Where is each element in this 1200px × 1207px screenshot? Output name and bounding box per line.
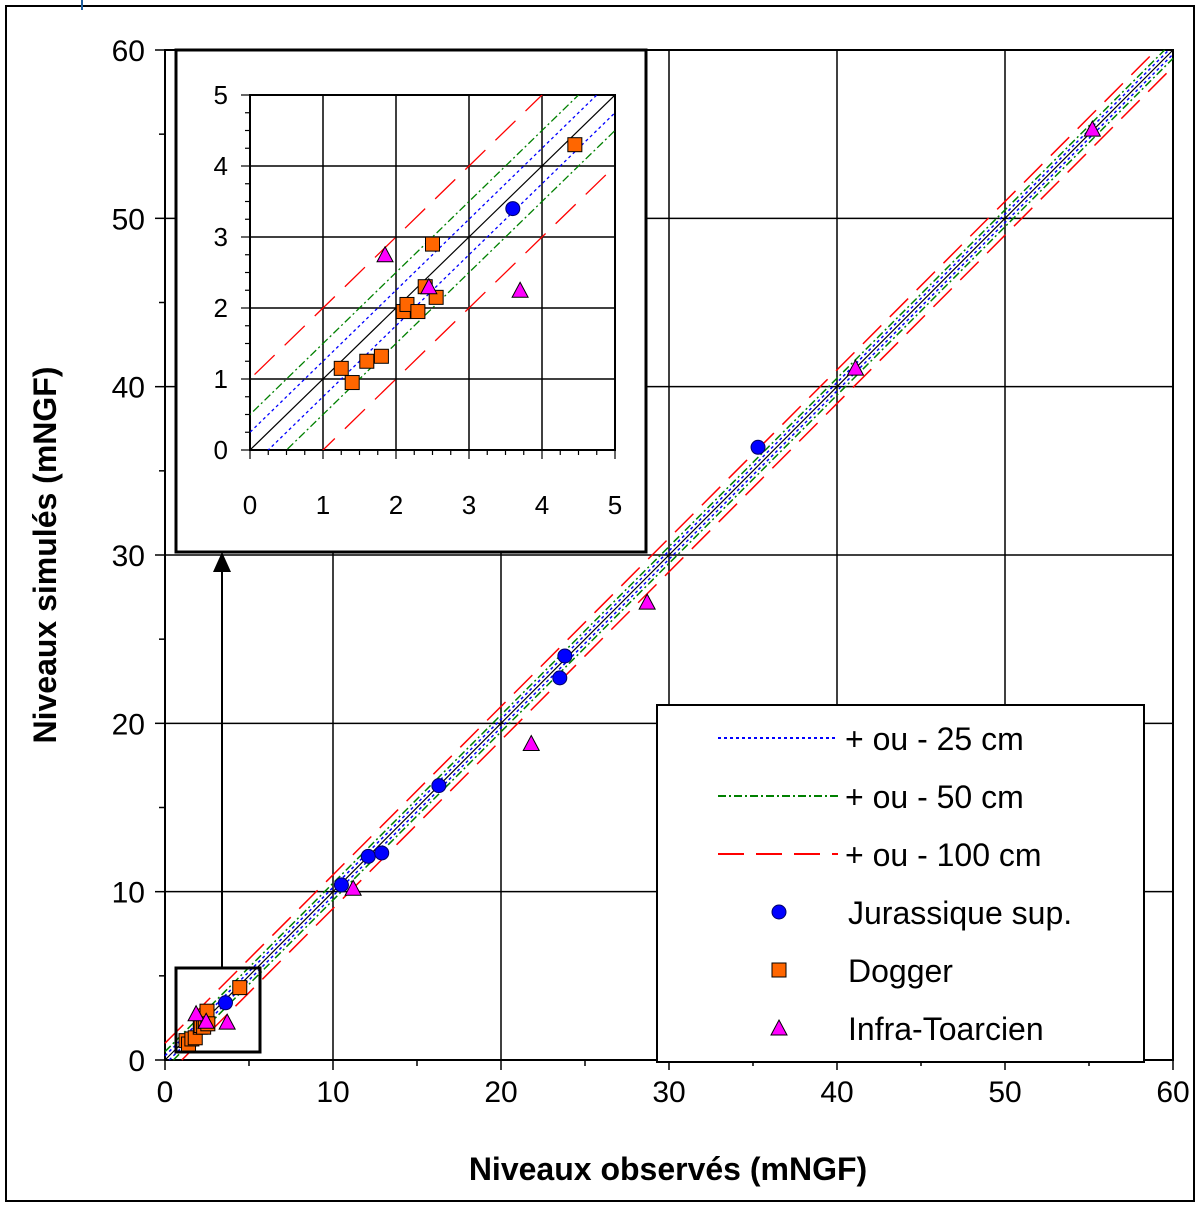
point-infra-toarcien [846, 359, 865, 376]
legend-marker-jurassique [771, 904, 787, 920]
inset-y-tick-label: 0 [214, 435, 228, 465]
main-y-tick-label: 50 [112, 203, 145, 236]
main-x-tick-labels: 0 10 20 30 40 50 60 [157, 1076, 1190, 1109]
inset-x-tick-label: 3 [462, 490, 476, 520]
main-y-tick-label: 60 [112, 35, 145, 68]
x-axis-title: Niveaux observés (mNGF) [469, 1151, 867, 1187]
inset-point-dogger [344, 375, 360, 391]
reference-line [172, 57, 1174, 1061]
legend-label-25cm: + ou - 25 cm [845, 721, 1024, 757]
inset-data-points [333, 137, 583, 391]
main-y-tick-labels: 0 10 20 30 40 50 60 [112, 35, 145, 1078]
point-jurassique-sup [431, 778, 447, 794]
inset-point-infra-toarcien [376, 245, 394, 263]
inset-x-tick-label: 1 [316, 490, 330, 520]
legend-marker-infra-toarcien [770, 1018, 788, 1036]
zoom-box [174, 966, 262, 1054]
main-x-tick-label: 30 [652, 1076, 685, 1109]
main-data-points [178, 120, 1102, 1052]
reference-line [164, 49, 1157, 1044]
reference-line [168, 53, 1174, 1061]
point-jurassique-sup [333, 877, 349, 893]
inset-point-dogger [567, 137, 583, 153]
main-x-tick-label: 50 [988, 1076, 1021, 1109]
legend-label-dogger: Dogger [848, 953, 953, 989]
inset-reference-line [250, 95, 598, 434]
point-jurassique-sup [374, 845, 390, 861]
inset-plot: 0 1 2 3 4 5 0 1 2 3 4 5 [174, 48, 648, 554]
legend-label-100cm: + ou - 100 cm [845, 837, 1042, 873]
inset-point-infra-toarcien [511, 281, 529, 298]
legend-label-jurassique: Jurassique sup. [848, 895, 1072, 931]
point-dogger [232, 980, 248, 996]
inset-x-tick-label: 5 [608, 490, 622, 520]
main-y-tick-label: 10 [112, 877, 145, 910]
zoom-indicator [174, 552, 262, 1054]
inset-x-tick-label: 4 [535, 490, 549, 520]
zoom-arrow-head [213, 552, 231, 572]
point-jurassique-sup [552, 670, 568, 686]
inset-y-tick-label: 3 [214, 222, 228, 252]
main-x-tick-label: 0 [157, 1076, 174, 1109]
inset-point-jurassique-sup [505, 201, 521, 217]
point-jurassique-sup [557, 648, 573, 664]
main-y-tick-label: 40 [112, 372, 145, 405]
legend-label-infra-toarcien: Infra-Toarcien [848, 1011, 1044, 1047]
legend-marker-dogger [771, 962, 787, 978]
inset-point-dogger [359, 353, 375, 369]
point-infra-toarcien [187, 1004, 205, 1022]
inset-point-infra-toarcien [420, 277, 438, 295]
point-infra-toarcien [344, 879, 362, 896]
main-x-tick-label: 20 [484, 1076, 517, 1109]
main-y-tick-label: 0 [128, 1045, 145, 1078]
point-infra-toarcien [522, 734, 541, 752]
legend-label-50cm: + ou - 50 cm [845, 779, 1024, 815]
inset-point-dogger [333, 360, 349, 376]
point-infra-toarcien [638, 593, 656, 610]
inset-y-tick-label: 4 [214, 151, 228, 181]
main-x-tick-label: 10 [316, 1076, 349, 1109]
inset-y-tick-label: 1 [214, 364, 228, 394]
main-x-tick-label: 60 [1156, 1076, 1189, 1109]
point-infra-toarcien [218, 1013, 236, 1030]
inset-point-dogger [410, 304, 426, 320]
point-jurassique-sup [360, 848, 376, 864]
point-infra-toarcien [197, 1012, 215, 1029]
inset-x-tick-label: 2 [389, 490, 403, 520]
inset-identity-line [250, 95, 615, 450]
reference-line [164, 49, 1166, 1053]
main-y-tick-label: 20 [112, 708, 145, 741]
point-infra-toarcien [1083, 120, 1102, 137]
reference-line [164, 49, 1170, 1057]
main-x-tick-label: 40 [820, 1076, 853, 1109]
inset-y-tick-label: 5 [214, 80, 228, 110]
inset-point-dogger [373, 348, 389, 364]
point-jurassique-sup [217, 995, 233, 1011]
inset-y-tick-label: 2 [214, 293, 228, 323]
y-axis-title: Niveaux simulés (mNGF) [27, 367, 63, 744]
main-y-tick-label: 30 [112, 540, 145, 573]
point-jurassique-sup [750, 439, 766, 455]
identity-line [164, 49, 1174, 1061]
legend: + ou - 25 cm + ou - 50 cm + ou - 100 cm … [656, 704, 1145, 1063]
legend-box [656, 704, 1145, 1063]
inset-point-dogger [425, 236, 440, 252]
inset-x-tick-label: 0 [243, 490, 257, 520]
